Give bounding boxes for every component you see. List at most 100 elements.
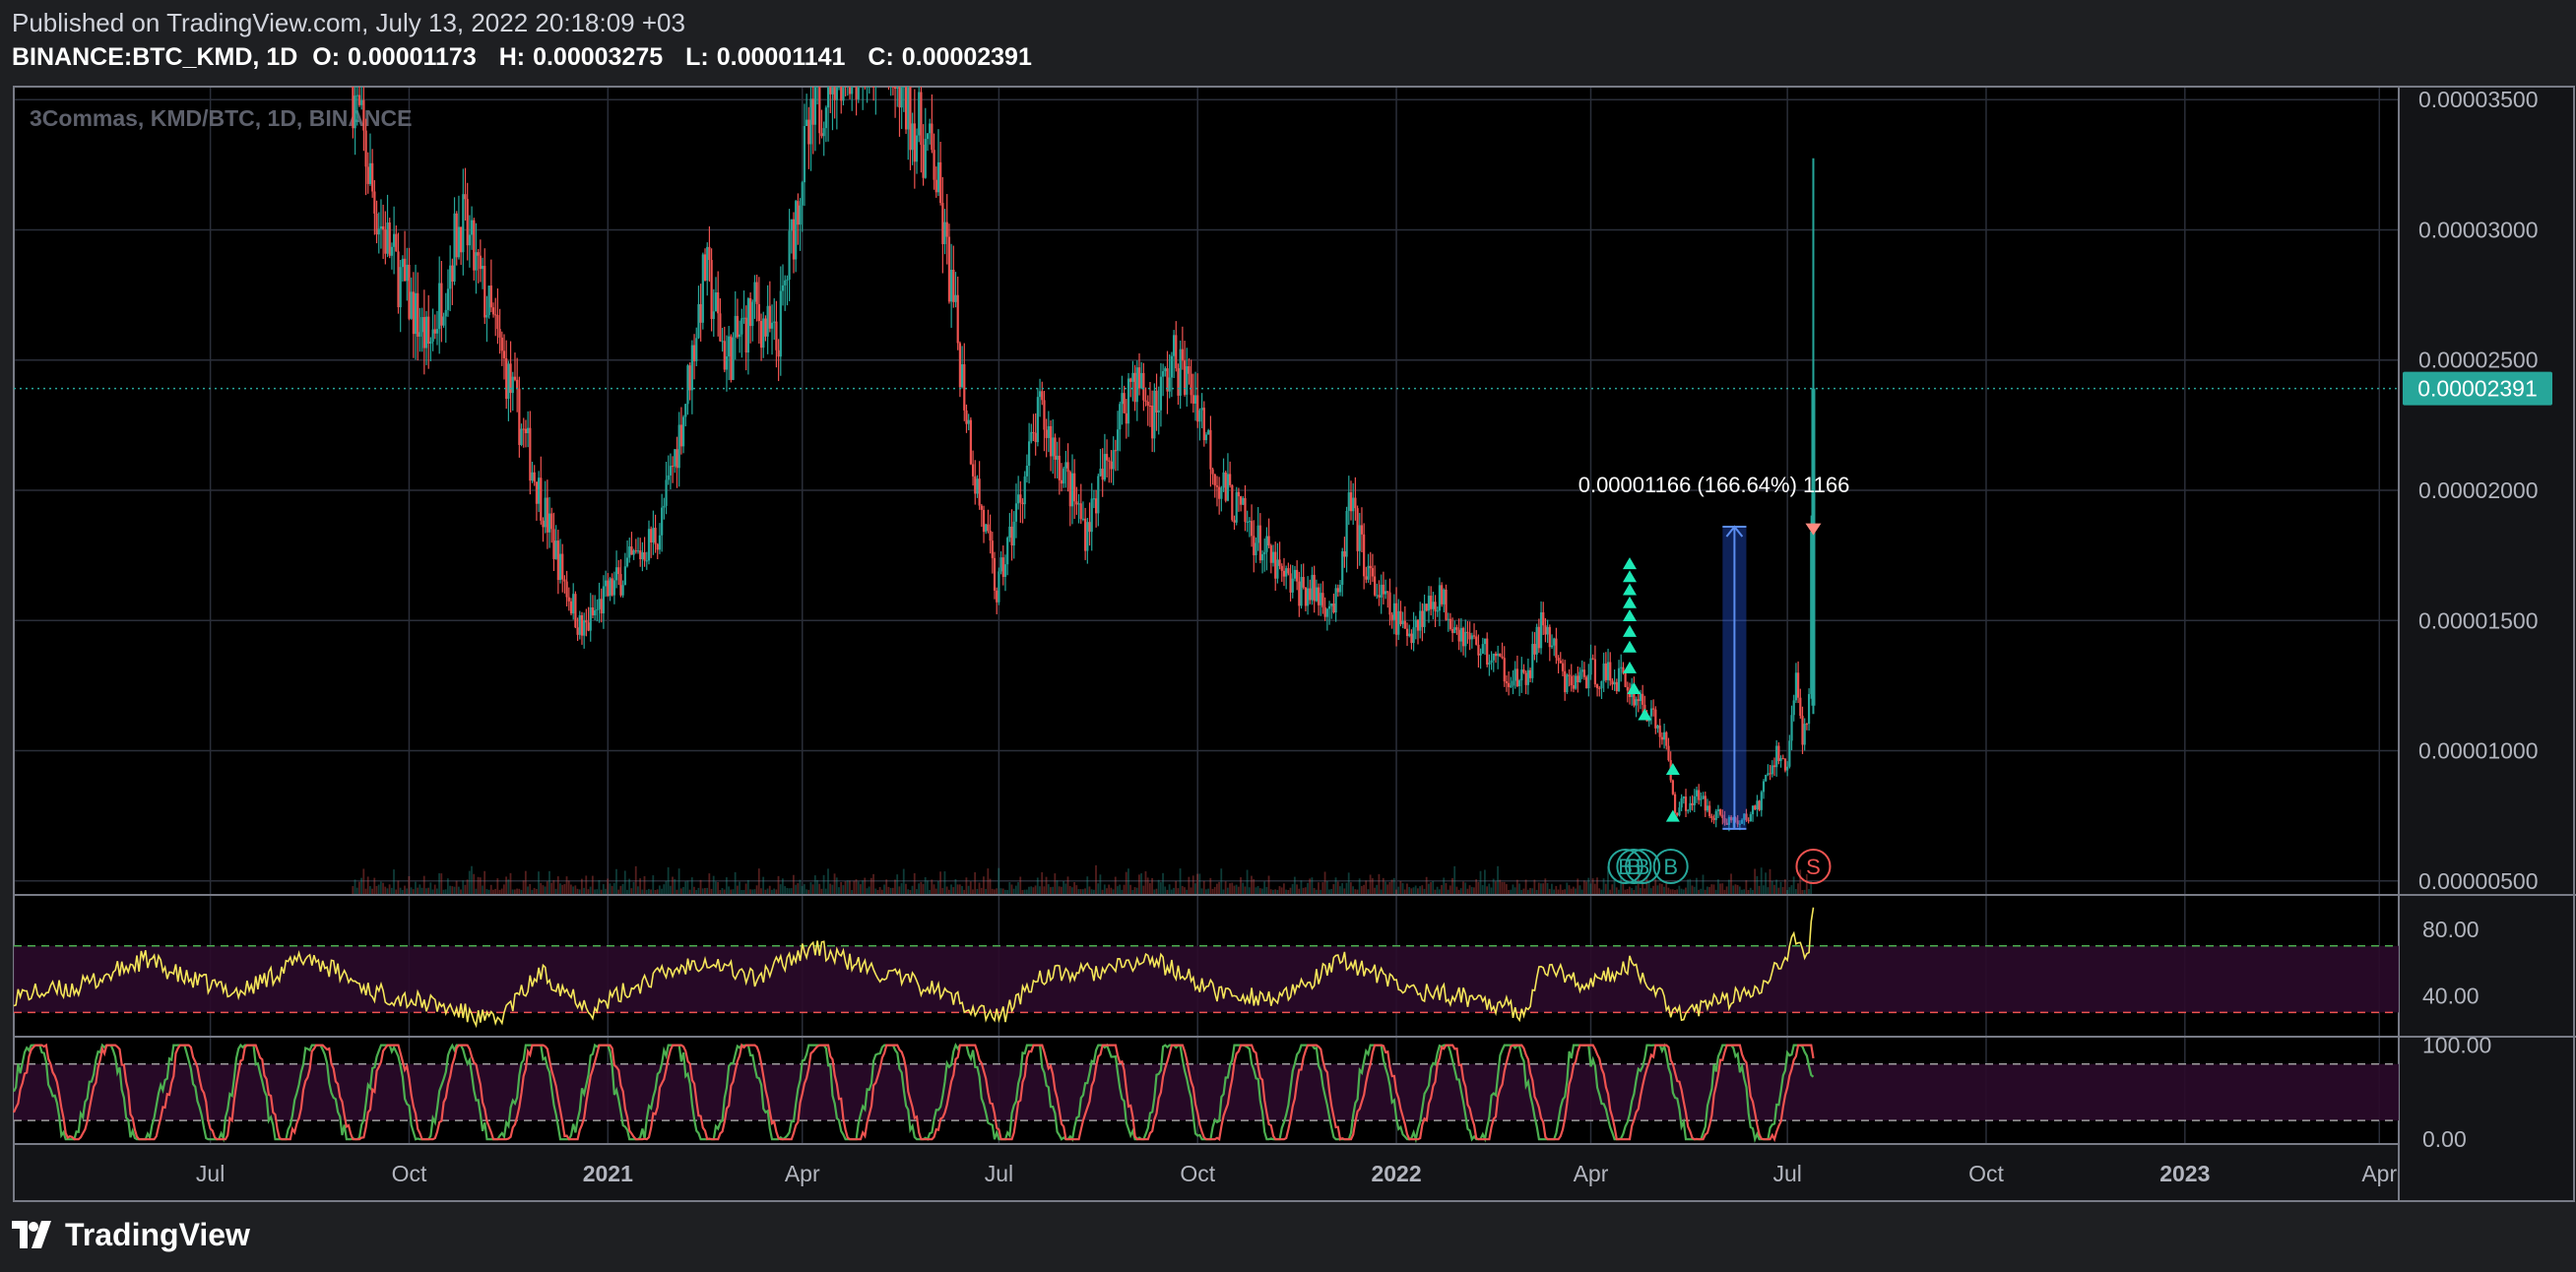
volume-bar xyxy=(1445,882,1448,894)
volume-bar xyxy=(596,889,599,894)
candle-body xyxy=(941,203,944,244)
time-axis-background xyxy=(14,1144,2399,1201)
volume-bar xyxy=(1367,889,1370,894)
candle-body xyxy=(1162,371,1165,377)
candle-body xyxy=(1224,472,1227,501)
volume-bar xyxy=(1159,882,1162,894)
candle-body xyxy=(366,166,369,184)
volume-bar xyxy=(1587,877,1590,894)
candle-body xyxy=(1360,525,1364,535)
volume-bar xyxy=(690,877,693,894)
volume-bar xyxy=(1561,889,1564,894)
volume-bar xyxy=(807,889,810,894)
candle-body xyxy=(502,350,506,358)
candle-body xyxy=(362,99,365,131)
candle-body xyxy=(1403,620,1406,629)
candle-body xyxy=(1038,391,1042,398)
chart-header: Published on TradingView.com, July 13, 2… xyxy=(12,6,2474,77)
candle-body xyxy=(1347,492,1350,511)
volume-bar xyxy=(1765,872,1768,894)
volume-bar xyxy=(1669,889,1672,894)
candle-body xyxy=(1137,367,1141,389)
volume-bar xyxy=(1321,882,1324,894)
candle-body xyxy=(605,580,608,587)
candle-body xyxy=(1760,792,1763,810)
candle-body xyxy=(533,472,536,482)
volume-bar xyxy=(1395,889,1397,894)
candle-body xyxy=(1070,473,1074,507)
volume-bar xyxy=(1101,889,1104,894)
candle-body xyxy=(563,579,566,582)
x-tick-label: Apr xyxy=(2361,1161,2397,1186)
stoch-tick-label: 100.00 xyxy=(2422,1033,2491,1058)
volume-bar xyxy=(936,881,939,894)
candle-body xyxy=(1710,816,1713,818)
volume-bar xyxy=(559,883,561,894)
volume-bar xyxy=(473,873,476,894)
volume-bar xyxy=(1086,876,1089,894)
volume-bar xyxy=(1421,885,1424,894)
volume-bar xyxy=(1408,886,1411,894)
candle-body xyxy=(1008,526,1011,539)
candle-body xyxy=(1513,668,1516,681)
candle-body xyxy=(1010,526,1013,546)
volume-bar xyxy=(1119,884,1122,894)
volume-bar xyxy=(676,889,678,894)
volume-bar xyxy=(725,877,728,894)
candle-body xyxy=(779,290,782,357)
volume-bar xyxy=(941,888,944,894)
volume-bar xyxy=(1520,889,1523,894)
volume-bar xyxy=(1399,880,1402,894)
candle-body xyxy=(550,513,553,530)
candle-body xyxy=(457,226,461,258)
volume-bar xyxy=(1190,887,1192,894)
candle-body xyxy=(684,404,687,417)
volume-bar xyxy=(466,879,469,894)
candle-body xyxy=(913,123,916,162)
candle-body xyxy=(1539,611,1543,649)
volume-bar xyxy=(1693,886,1696,894)
candle-body xyxy=(656,543,659,550)
symbol-label[interactable]: BINANCE:BTC_KMD, 1D xyxy=(12,43,298,71)
volume-bar xyxy=(1702,874,1705,894)
candle-body xyxy=(1191,395,1194,404)
volume-bar xyxy=(1237,886,1240,894)
volume-bar xyxy=(721,887,724,894)
candle-body xyxy=(1177,368,1180,396)
volume-bar xyxy=(736,885,739,894)
candle-body xyxy=(1475,636,1478,645)
volume-bar xyxy=(602,884,605,894)
candle-body xyxy=(1380,584,1383,598)
measure-label: 0.00001166 (166.64%) 1166 xyxy=(1578,473,1850,497)
candle-body xyxy=(435,329,439,334)
volume-bar xyxy=(876,889,879,894)
candle-body xyxy=(751,301,754,327)
candle-body xyxy=(1550,645,1554,648)
candle-body xyxy=(701,254,704,323)
candle-body xyxy=(1321,593,1324,607)
candle-body xyxy=(1168,377,1171,392)
candle-body xyxy=(1060,479,1063,484)
volume-bar xyxy=(1028,886,1030,894)
candle-body xyxy=(466,199,469,246)
volume-bar xyxy=(1220,868,1223,894)
x-tick-label: 2023 xyxy=(2159,1161,2210,1186)
candle-body xyxy=(1382,584,1385,595)
candle-body xyxy=(1445,589,1448,620)
candle-body xyxy=(1515,668,1519,686)
candle-body xyxy=(703,254,707,281)
candle-body xyxy=(1291,578,1294,593)
volume-bar xyxy=(1148,883,1151,894)
volume-bar xyxy=(1114,876,1117,894)
candle-body xyxy=(1097,476,1100,514)
candle-body xyxy=(453,213,456,282)
candle-body xyxy=(1363,534,1366,577)
candle-body xyxy=(744,317,747,353)
candle-body xyxy=(1183,360,1187,395)
candle-body xyxy=(1483,638,1487,645)
candle-body xyxy=(547,513,551,533)
volume-bar xyxy=(412,889,415,894)
volume-bar xyxy=(1041,871,1044,894)
volume-bar xyxy=(1336,881,1339,894)
